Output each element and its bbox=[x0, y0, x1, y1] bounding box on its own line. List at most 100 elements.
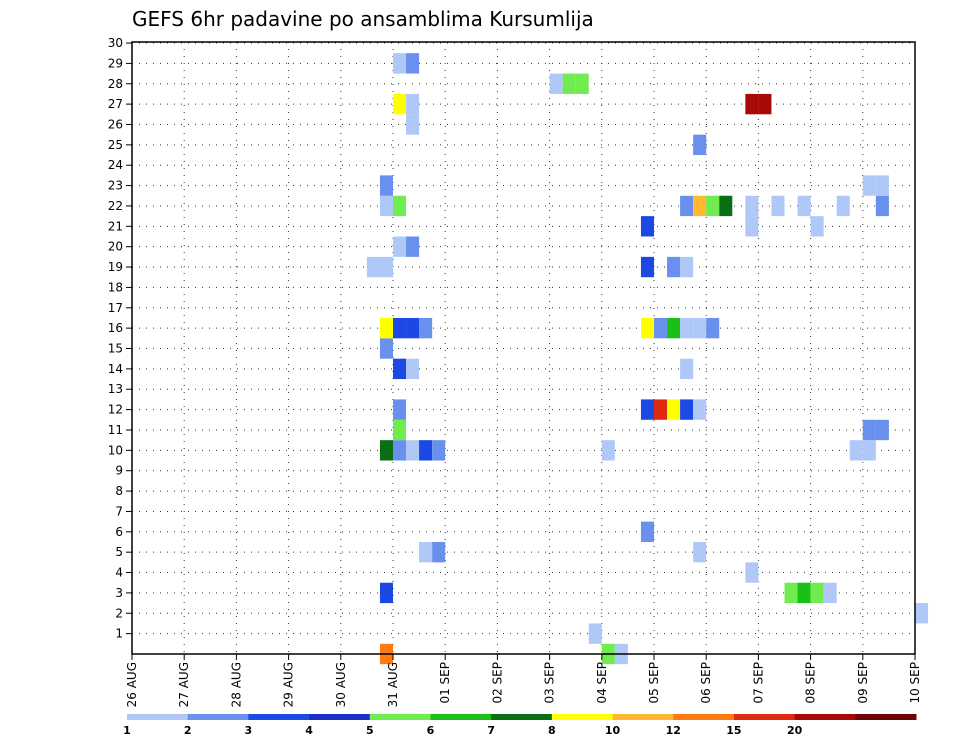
heatmap-cell bbox=[640, 399, 654, 420]
heatmap-cell bbox=[810, 216, 824, 237]
heatmap-cell bbox=[797, 582, 811, 604]
x-tick-label: 28 AUG bbox=[229, 662, 243, 707]
y-tick-label: 4 bbox=[115, 566, 123, 580]
heatmap-cell bbox=[393, 358, 407, 380]
heatmap-cell bbox=[836, 195, 850, 217]
colorbar-label: 10 bbox=[605, 724, 621, 737]
heatmap-cell bbox=[680, 195, 694, 217]
colorbar-swatch bbox=[248, 714, 310, 720]
colorbar-label: 2 bbox=[184, 724, 192, 737]
heatmap-cell bbox=[875, 419, 889, 441]
heatmap-cell bbox=[406, 358, 420, 380]
heatmap-cell bbox=[379, 317, 393, 339]
heatmap-cell bbox=[393, 53, 407, 74]
heatmap-cell bbox=[680, 399, 694, 420]
y-tick-label: 20 bbox=[108, 240, 123, 254]
colorbar-label: 7 bbox=[487, 724, 495, 737]
heatmap-cell bbox=[393, 440, 407, 461]
y-tick-label: 16 bbox=[108, 321, 123, 335]
heatmap-cell bbox=[393, 317, 407, 339]
heatmap-cell bbox=[654, 399, 668, 420]
heatmap-cell bbox=[379, 338, 393, 359]
x-tick-label: 08 SEP bbox=[804, 662, 818, 704]
y-tick-label: 26 bbox=[108, 117, 123, 131]
heatmap-cell bbox=[393, 419, 407, 441]
heatmap-cell bbox=[862, 419, 876, 441]
grid bbox=[132, 42, 915, 654]
colorbar-label: 12 bbox=[666, 724, 681, 737]
x-tick-label: 27 AUG bbox=[177, 662, 191, 707]
y-tick-label: 14 bbox=[108, 362, 123, 376]
heatmap-cell bbox=[810, 582, 824, 604]
heatmap-cell bbox=[654, 317, 668, 339]
y-axis: 1234567891011121314151617181920212223242… bbox=[108, 36, 132, 641]
y-tick-label: 18 bbox=[108, 280, 123, 294]
colorbar-swatch bbox=[855, 714, 917, 720]
heatmap-cell bbox=[406, 440, 420, 461]
x-tick-label: 05 SEP bbox=[647, 662, 661, 704]
x-tick-label: 06 SEP bbox=[699, 662, 713, 704]
heatmap-cell bbox=[406, 53, 420, 74]
y-tick-label: 10 bbox=[108, 443, 123, 457]
chart-title: GEFS 6hr padavine po ansamblima Kursumli… bbox=[132, 7, 594, 31]
heatmap-cell bbox=[379, 582, 393, 604]
heatmap-cell bbox=[588, 623, 602, 644]
colorbar-swatch bbox=[551, 714, 614, 720]
heatmap-cell bbox=[406, 236, 420, 257]
colorbar-label: 6 bbox=[427, 724, 435, 737]
heatmap-cell bbox=[640, 216, 654, 237]
heatmap-cell bbox=[406, 317, 420, 339]
heatmap-cell bbox=[379, 256, 393, 278]
heatmap-cell bbox=[849, 440, 863, 461]
heatmap-cell bbox=[862, 175, 876, 196]
y-tick-label: 19 bbox=[108, 260, 123, 274]
x-tick-label: 09 SEP bbox=[856, 662, 870, 704]
y-tick-label: 28 bbox=[108, 77, 123, 91]
heatmap-cell bbox=[640, 317, 654, 339]
colorbar-label: 15 bbox=[726, 724, 741, 737]
plot-frame bbox=[131, 41, 916, 655]
colorbar-label: 8 bbox=[548, 724, 556, 737]
heatmap-cell bbox=[745, 216, 759, 237]
heatmap-cell bbox=[680, 256, 694, 278]
colorbar-swatch bbox=[309, 714, 371, 720]
y-tick-label: 11 bbox=[108, 423, 123, 437]
colorbar-swatch bbox=[127, 714, 189, 720]
heatmap-cell bbox=[693, 399, 707, 420]
heatmap-cell bbox=[745, 562, 759, 583]
heatmap-cell bbox=[784, 582, 798, 604]
heatmap-cell bbox=[667, 399, 681, 420]
y-tick-label: 17 bbox=[108, 301, 123, 315]
y-tick-label: 12 bbox=[108, 403, 123, 417]
x-tick-label: 10 SEP bbox=[908, 662, 922, 704]
heatmap-cell bbox=[393, 236, 407, 257]
heatmap-cell bbox=[419, 541, 433, 563]
heatmap-cell bbox=[432, 541, 446, 563]
heatmap-cell bbox=[419, 440, 433, 461]
heatmap-cell bbox=[745, 93, 759, 115]
colorbar-swatch bbox=[733, 714, 796, 720]
heatmap-cell bbox=[562, 73, 576, 94]
heatmap-cell bbox=[706, 317, 720, 339]
colorbar-label: 5 bbox=[366, 724, 374, 737]
heatmap-cell bbox=[366, 256, 380, 278]
y-tick-label: 22 bbox=[108, 199, 123, 213]
y-tick-label: 27 bbox=[108, 97, 123, 111]
heatmap-cell bbox=[745, 195, 759, 217]
colorbar-swatch bbox=[673, 714, 735, 720]
heatmap-cell bbox=[432, 440, 446, 461]
colorbar-swatch bbox=[794, 714, 856, 720]
heatmap-cell bbox=[719, 195, 733, 217]
heatmap-cell bbox=[862, 440, 876, 461]
y-tick-label: 9 bbox=[115, 464, 123, 478]
heatmap-cell bbox=[693, 134, 707, 156]
heatmap-cell bbox=[393, 195, 407, 217]
colorbar-swatch bbox=[612, 714, 674, 720]
heatmap-cell bbox=[601, 440, 615, 461]
heatmap-cell bbox=[915, 603, 929, 624]
y-tick-label: 5 bbox=[115, 545, 123, 559]
heatmap-cell bbox=[379, 440, 393, 461]
y-tick-label: 30 bbox=[108, 36, 123, 50]
heatmap-cell bbox=[771, 195, 785, 217]
